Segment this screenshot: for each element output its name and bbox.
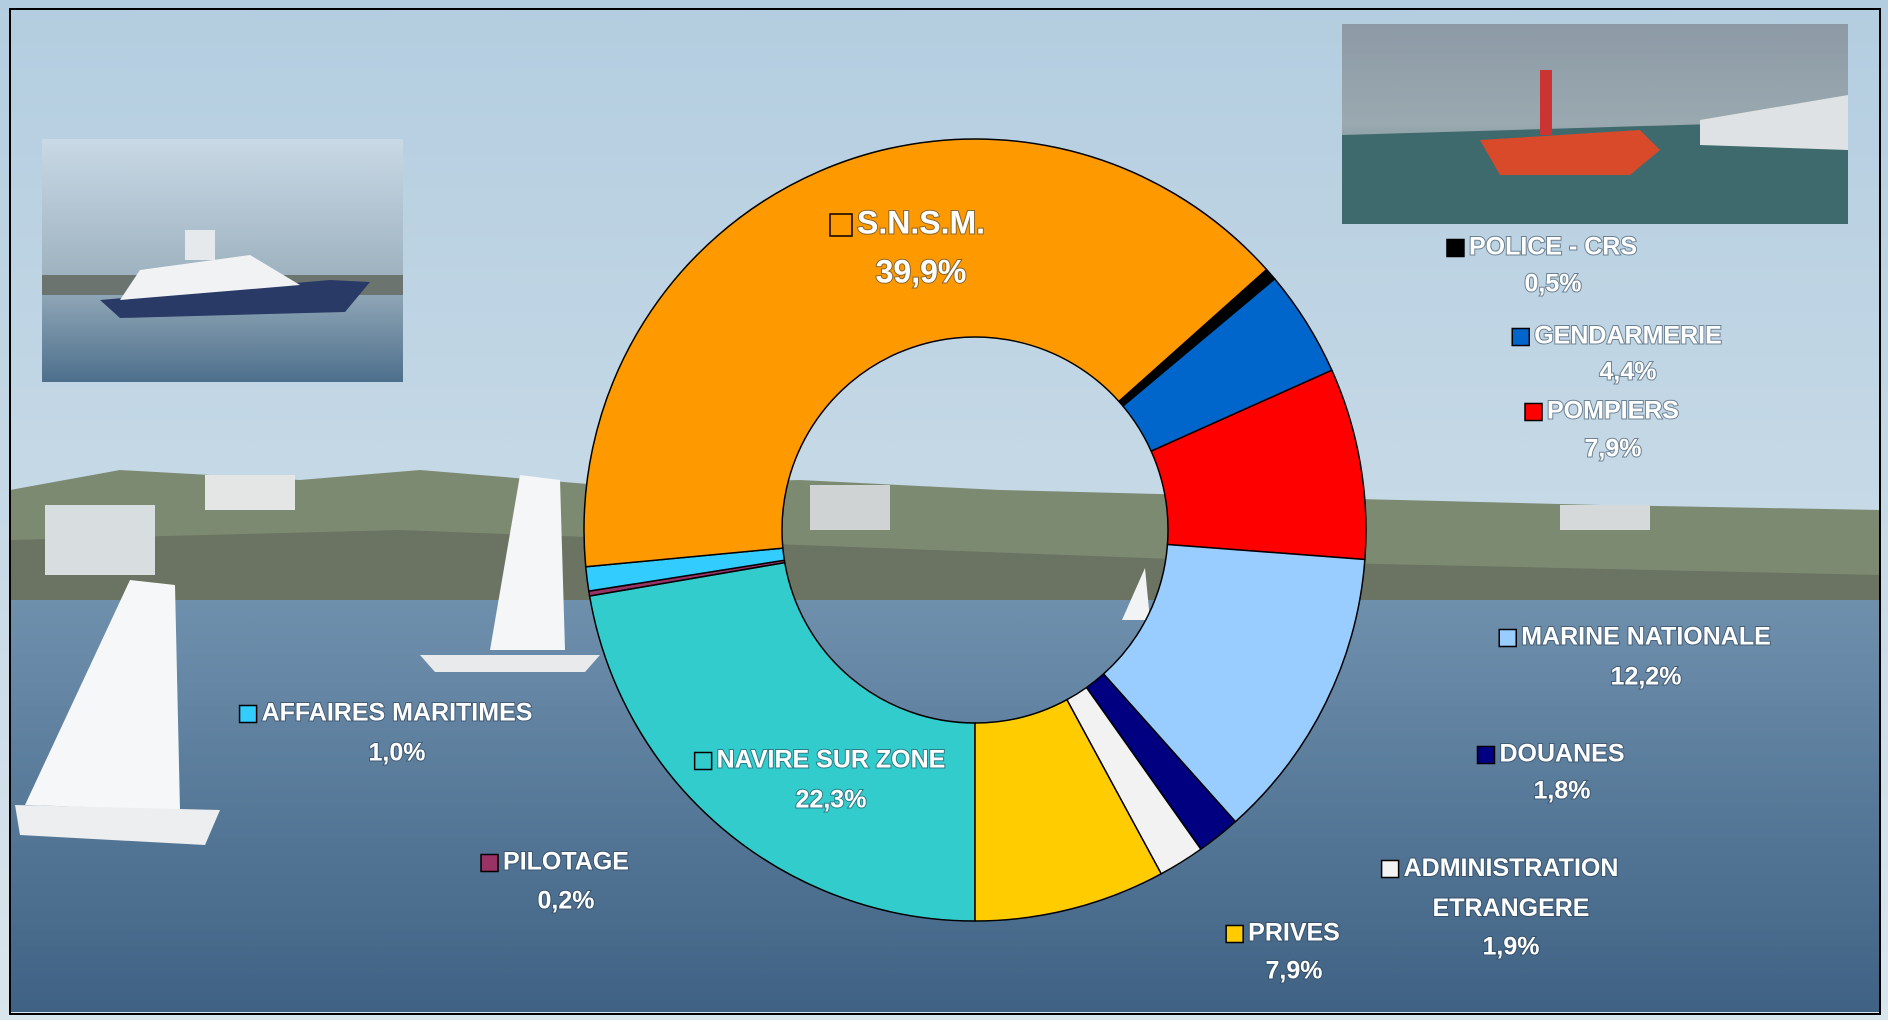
legend-swatch [1225,924,1244,944]
legend-swatch [829,213,853,237]
value-label: 12,2% [1611,663,1682,691]
donut-slice [588,561,976,922]
category-label: ADMINISTRATION ETRANGERE [1404,854,1619,922]
value-label: 1,8% [1534,777,1591,805]
value-label: 39,9% [876,253,967,289]
value-label: 0,5% [1525,270,1582,298]
photo-left [42,139,403,382]
category-label: POMPIERS [1547,397,1679,425]
photo-right [1342,24,1848,224]
donut-slice [974,698,1163,922]
legend-swatch [1476,745,1496,765]
category-label: S.N.S.M. [857,204,985,240]
category-label: GENDARMERIE [1534,322,1722,350]
legend-swatch [1446,238,1465,258]
category-label: PILOTAGE [503,848,629,876]
category-label: POLICE - CRS [1469,233,1637,261]
donut-slice [583,138,1268,568]
category-label: MARINE NATIONALE [1521,623,1771,651]
donut-slice [1102,543,1366,823]
legend-swatch [1380,859,1400,879]
category-label: DOUANES [1499,740,1624,768]
legend-swatch [238,704,258,724]
value-label: 0,2% [538,887,595,915]
category-label: AFFAIRES MARITIMES [262,699,533,727]
legend-swatch [1524,402,1543,422]
value-label: 1,0% [369,739,426,767]
legend-swatch [1511,327,1530,347]
frame [9,8,1881,1015]
value-label: 22,3% [796,786,867,814]
legend-swatch [480,853,499,873]
category-label: NAVIRE SUR ZONE [717,746,946,774]
value-label: 1,9% [1483,933,1540,961]
category-label: PRIVES [1248,919,1340,947]
value-label: 7,9% [1585,435,1642,463]
value-label: 4,4% [1600,358,1657,386]
labels: NAVIRE SUR ZONE 22,3% PILOTAGE 0,2% AFFAIRES… [238,203,1772,986]
donut [583,138,1367,922]
value-label: 7,9% [1266,957,1323,985]
legend-swatch [693,751,713,771]
legend-swatch [1498,628,1517,648]
